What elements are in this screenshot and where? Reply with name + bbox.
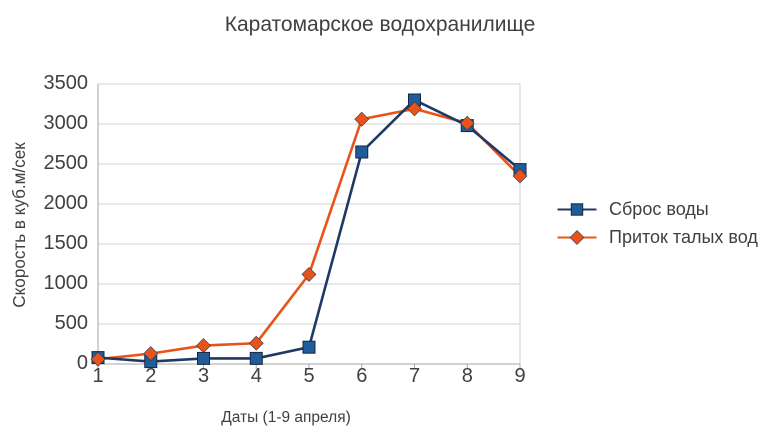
svg-text:Приток талых вод: Приток талых вод	[609, 227, 758, 247]
svg-text:Сброс воды: Сброс воды	[609, 199, 709, 219]
